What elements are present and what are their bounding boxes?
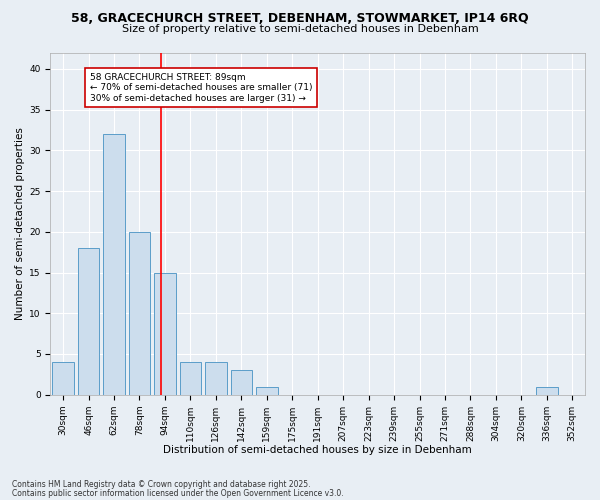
Bar	[154, 272, 176, 394]
X-axis label: Distribution of semi-detached houses by size in Debenham: Distribution of semi-detached houses by …	[163, 445, 472, 455]
Bar	[52, 362, 74, 394]
Y-axis label: Number of semi-detached properties: Number of semi-detached properties	[15, 127, 25, 320]
Text: 58, GRACECHURCH STREET, DEBENHAM, STOWMARKET, IP14 6RQ: 58, GRACECHURCH STREET, DEBENHAM, STOWMA…	[71, 12, 529, 26]
Text: 58 GRACECHURCH STREET: 89sqm
← 70% of semi-detached houses are smaller (71)
30% : 58 GRACECHURCH STREET: 89sqm ← 70% of se…	[90, 73, 313, 102]
Text: Contains HM Land Registry data © Crown copyright and database right 2025.: Contains HM Land Registry data © Crown c…	[12, 480, 311, 489]
Bar	[536, 386, 557, 394]
Bar	[128, 232, 151, 394]
Bar	[230, 370, 252, 394]
Text: Size of property relative to semi-detached houses in Debenham: Size of property relative to semi-detach…	[122, 24, 478, 34]
Bar	[179, 362, 201, 394]
Text: Contains public sector information licensed under the Open Government Licence v3: Contains public sector information licen…	[12, 488, 344, 498]
Bar	[103, 134, 125, 394]
Bar	[256, 386, 278, 394]
Bar	[78, 248, 100, 394]
Bar	[205, 362, 227, 394]
